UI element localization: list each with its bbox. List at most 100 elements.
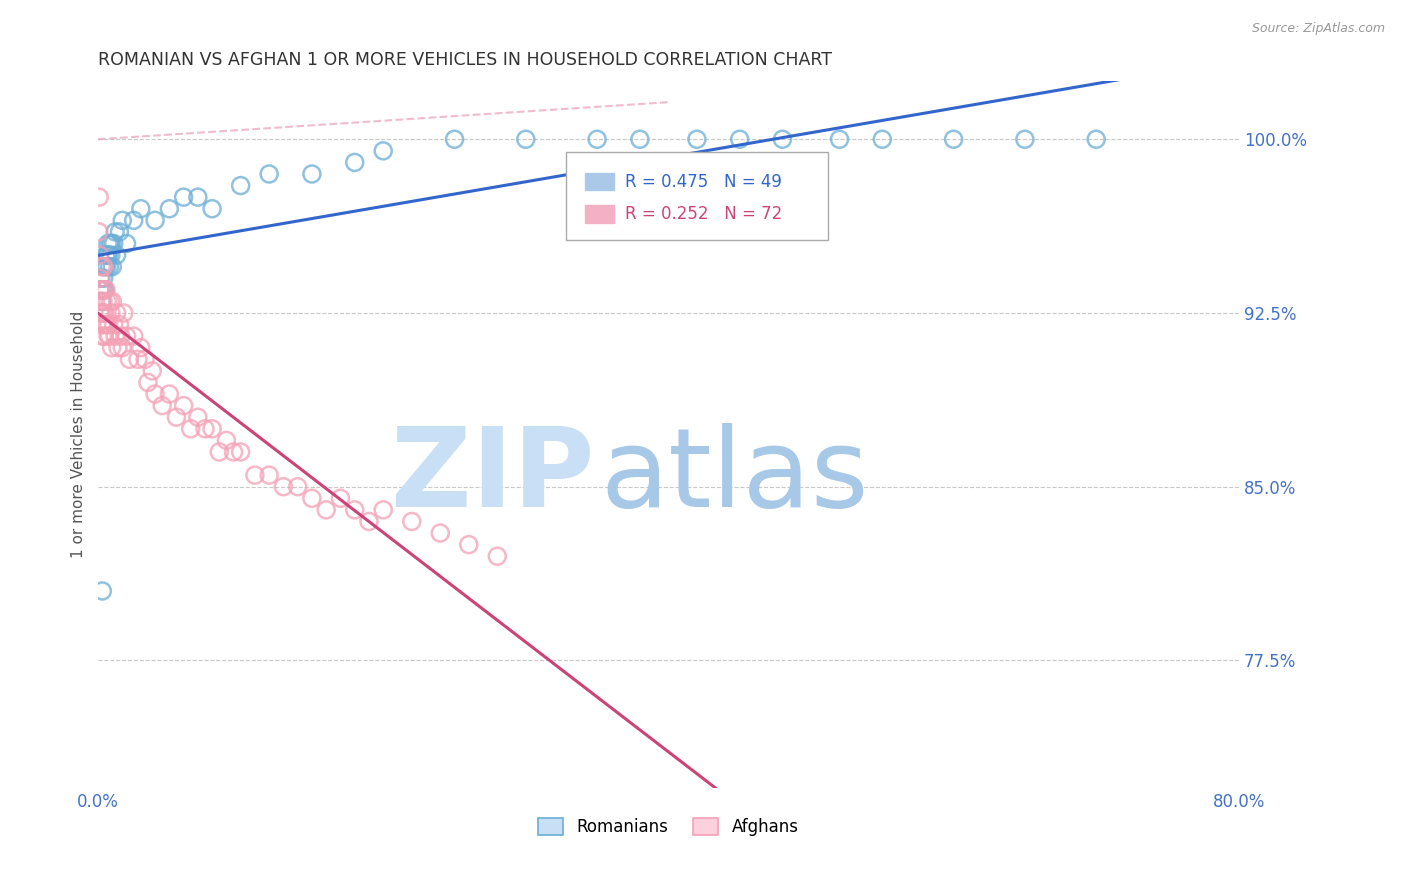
Point <box>208 445 231 459</box>
Point <box>91 260 114 274</box>
Point <box>134 352 156 367</box>
Point <box>215 434 238 448</box>
Text: R = 0.475   N = 49: R = 0.475 N = 49 <box>626 172 782 191</box>
Point <box>118 352 141 367</box>
Point <box>173 399 195 413</box>
Point <box>111 341 134 355</box>
Point <box>187 410 209 425</box>
Point <box>201 422 224 436</box>
Point <box>93 260 115 274</box>
Point <box>98 329 121 343</box>
Text: Source: ZipAtlas.com: Source: ZipAtlas.com <box>1251 22 1385 36</box>
FancyBboxPatch shape <box>585 205 613 223</box>
Point <box>828 132 851 146</box>
Point <box>100 341 122 355</box>
Point <box>173 190 195 204</box>
Point <box>93 271 115 285</box>
Y-axis label: 1 or more Vehicles in Household: 1 or more Vehicles in Household <box>72 311 86 558</box>
Point <box>105 306 128 320</box>
Point <box>150 399 173 413</box>
Point <box>180 422 202 436</box>
Point <box>257 167 280 181</box>
Point <box>90 260 112 274</box>
Point <box>103 236 125 251</box>
Point <box>157 202 180 216</box>
Point <box>100 236 122 251</box>
Point <box>91 306 114 320</box>
Point <box>107 341 129 355</box>
Point <box>89 283 111 297</box>
Point <box>93 306 115 320</box>
Point <box>100 248 122 262</box>
Point <box>486 549 509 564</box>
Point <box>104 329 127 343</box>
Point <box>872 132 894 146</box>
Point <box>91 583 114 598</box>
Point <box>129 341 152 355</box>
Point <box>96 248 118 262</box>
Point <box>373 144 395 158</box>
Point <box>201 202 224 216</box>
Point <box>89 283 111 297</box>
Point <box>187 190 209 204</box>
Point <box>94 248 117 262</box>
Point <box>97 329 120 343</box>
Point <box>143 213 166 227</box>
Point <box>728 132 751 146</box>
Point <box>141 364 163 378</box>
Point <box>100 306 122 320</box>
Point <box>772 132 794 146</box>
Point <box>96 294 118 309</box>
Point <box>90 318 112 332</box>
Point <box>90 294 112 309</box>
Point <box>457 538 479 552</box>
Point <box>94 318 117 332</box>
Point <box>101 294 124 309</box>
Point <box>222 445 245 459</box>
Point <box>98 236 121 251</box>
Point <box>129 202 152 216</box>
Point <box>115 236 138 251</box>
Point <box>401 515 423 529</box>
Point <box>108 318 131 332</box>
Point <box>91 283 114 297</box>
Point <box>94 283 117 297</box>
Point <box>357 515 380 529</box>
Point <box>443 132 465 146</box>
FancyBboxPatch shape <box>585 173 613 190</box>
Point <box>143 387 166 401</box>
Point <box>98 260 121 274</box>
Text: R = 0.252   N = 72: R = 0.252 N = 72 <box>626 205 782 223</box>
Point <box>136 376 159 390</box>
Point <box>98 294 121 309</box>
Point <box>91 283 114 297</box>
Point <box>87 225 110 239</box>
Point <box>91 294 114 309</box>
Point <box>315 503 337 517</box>
Point <box>122 329 145 343</box>
Point <box>243 468 266 483</box>
Point <box>1014 132 1036 146</box>
Point <box>89 271 111 285</box>
Point <box>94 260 117 274</box>
Point <box>111 213 134 227</box>
Point <box>101 260 124 274</box>
Point <box>97 236 120 251</box>
Point <box>96 260 118 274</box>
Point <box>96 318 118 332</box>
Point <box>105 248 128 262</box>
Point <box>90 271 112 285</box>
Point <box>343 155 366 169</box>
Text: ROMANIAN VS AFGHAN 1 OR MORE VEHICLES IN HOUSEHOLD CORRELATION CHART: ROMANIAN VS AFGHAN 1 OR MORE VEHICLES IN… <box>98 51 832 69</box>
Point <box>429 526 451 541</box>
Point <box>127 352 149 367</box>
Point <box>329 491 352 506</box>
Point <box>112 306 135 320</box>
Point <box>115 329 138 343</box>
Point <box>104 225 127 239</box>
FancyBboxPatch shape <box>565 152 828 240</box>
Point <box>301 491 323 506</box>
Point <box>90 306 112 320</box>
Point <box>108 225 131 239</box>
Point <box>90 294 112 309</box>
